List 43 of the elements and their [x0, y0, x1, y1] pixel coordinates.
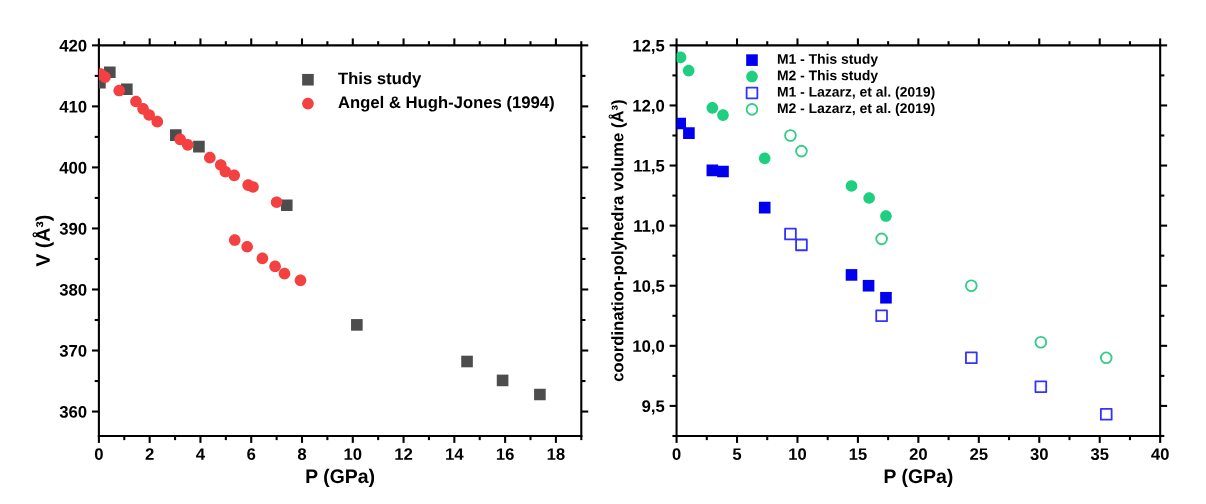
x-tick-label: 30	[1030, 448, 1048, 461]
x-tick-label: 4	[196, 448, 205, 460]
x-tick-label: 0	[672, 448, 681, 461]
x-axis-title: P (GPa)	[306, 468, 375, 487]
y-tick-label: 390	[59, 222, 87, 235]
y-axis-title: coordination-polyhedra volume (Å³)	[608, 100, 627, 382]
x-tick-label: 0	[94, 448, 103, 461]
x-tick-label: 2	[145, 448, 154, 460]
x-tick-label: 14	[446, 448, 464, 460]
x-tick-label: 15	[849, 448, 867, 461]
x-tick-label: 10	[789, 448, 807, 461]
legend-label: M1 - This study	[777, 53, 878, 67]
legend-label: M2 - This study	[777, 70, 878, 84]
legend-label: M2 - Lazarz, et al. (2019)	[777, 102, 935, 116]
legend-label: This study	[338, 72, 422, 88]
y-tick-label: 410	[59, 100, 87, 113]
x-tick-label: 25	[970, 448, 988, 461]
x-tick-label: 5	[732, 448, 742, 461]
y-tick-label: 10,5	[633, 280, 665, 295]
legend-label: M1 - Lazarz, et al. (2019)	[777, 86, 935, 100]
legend-label: Angel & Hugh-Jones (1994)	[338, 95, 554, 112]
y-tick-label: 10,0	[633, 340, 665, 355]
y-tick-label: 12,5	[633, 39, 665, 54]
x-tick-label: 10	[344, 448, 362, 461]
x-tick-label: 20	[909, 448, 927, 461]
y-tick-label: 9,5	[642, 400, 665, 415]
y-axis-title: V (Å³)	[32, 215, 54, 267]
x-tick-label: 6	[247, 448, 256, 461]
y-tick-label: 11,5	[634, 160, 665, 175]
x-tick-label: 16	[496, 448, 514, 461]
y-tick-label: 12,0	[633, 99, 665, 115]
y-tick-label: 11,0	[634, 220, 665, 235]
x-axis-title: P (GPa)	[884, 468, 953, 487]
x-tick-label: 12	[395, 448, 413, 460]
x-tick-label: 8	[297, 448, 307, 461]
y-tick-label: 370	[59, 344, 87, 357]
x-tick-label: 40	[1151, 448, 1169, 461]
x-tick-label: 35	[1090, 448, 1109, 461]
y-tick-label: 360	[59, 405, 87, 418]
x-tick-label: 18	[547, 448, 565, 461]
y-tick-label: 380	[59, 283, 87, 296]
y-tick-label: 400	[59, 161, 87, 174]
y-tick-label: 420	[59, 39, 87, 52]
